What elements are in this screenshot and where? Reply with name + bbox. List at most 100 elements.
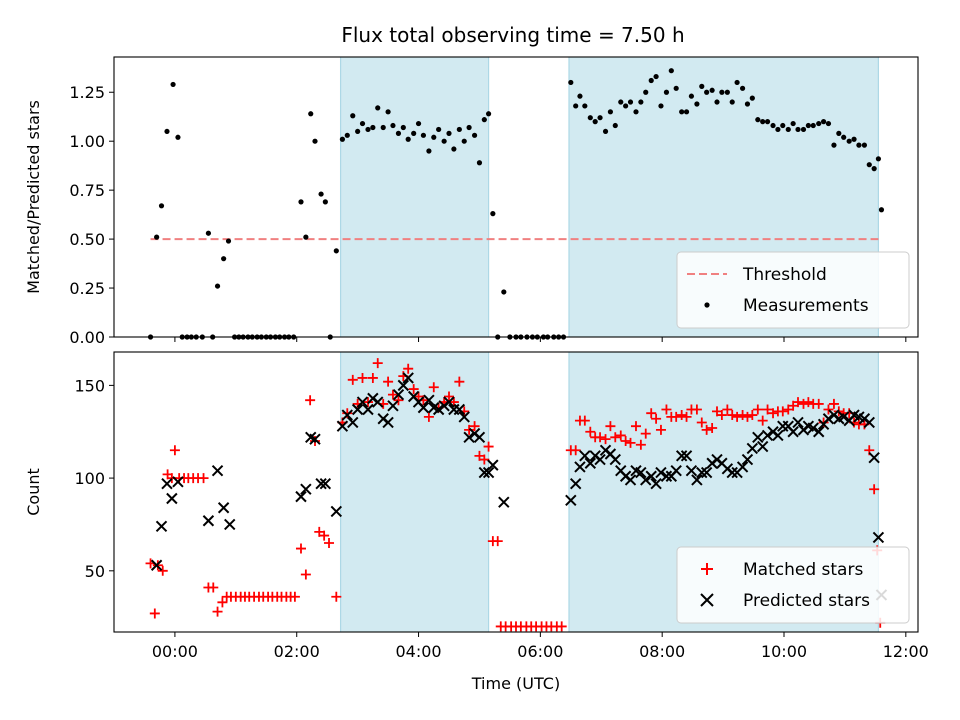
measurement-point [775, 126, 781, 133]
x-tick-label: 04:00 [395, 642, 441, 661]
measurement-point [597, 115, 603, 121]
matched-star-point [198, 473, 209, 484]
y-axis-label: Matched/Predicted stars [24, 100, 43, 294]
measurement-point [679, 109, 685, 115]
measurement-point [800, 126, 807, 133]
measurement-point [481, 117, 487, 123]
measurement-point [755, 117, 761, 123]
matched-star-point [813, 398, 824, 409]
predicted-star-point [726, 466, 738, 479]
matched-star-point [869, 484, 880, 495]
predicted-star-point [315, 477, 327, 490]
predicted-star-point [217, 502, 230, 514]
matched-star-point [208, 582, 219, 593]
measurement-point [602, 128, 609, 135]
matched-star-point [696, 417, 707, 428]
measurement-point [841, 134, 847, 140]
measurement-point [760, 119, 766, 125]
predicted-star-point [402, 372, 414, 384]
predicted-star-point [387, 400, 399, 412]
matched-star-point [737, 410, 748, 421]
measurement-point [426, 148, 432, 154]
measurement-point [871, 166, 877, 172]
matched-star-point [727, 410, 738, 421]
predicted-star-point [655, 466, 667, 479]
matched-star-point [331, 591, 342, 602]
measurement-point [770, 122, 776, 129]
predicted-star-point [423, 394, 435, 406]
legend-label: Threshold [742, 265, 827, 285]
x-tick-label: 00:00 [152, 642, 198, 661]
predicted-star-point [675, 450, 688, 462]
predicted-star-point [685, 464, 698, 477]
measurement-point [875, 156, 882, 162]
measurement-point [175, 134, 181, 140]
measurement-point [365, 126, 371, 133]
matched-star-point [305, 395, 316, 406]
predicted-star-point [574, 461, 586, 473]
matched-star-point [212, 606, 223, 617]
matched-star-point [803, 397, 814, 408]
measurement-point [164, 128, 170, 135]
y-tick-label: 0.75 [69, 181, 105, 200]
predicted-star-point [650, 477, 662, 490]
measurement-point [688, 93, 695, 99]
predicted-star-point [397, 379, 410, 392]
measurement-point [714, 99, 720, 105]
y-tick-label: 1.25 [69, 83, 105, 102]
x-axis-label: Time (UTC) [471, 674, 560, 693]
y-axis-label: Count [24, 468, 43, 516]
predicted-star-point [362, 403, 374, 416]
measurement-point [466, 124, 472, 131]
measurement-point [436, 126, 442, 133]
measurement-point [780, 122, 786, 129]
matched-star-point [169, 445, 180, 456]
matched-star-point [828, 398, 839, 409]
predicted-star-point [356, 396, 369, 408]
measurement-point [471, 132, 478, 138]
predicted-star-point [309, 433, 321, 445]
predicted-star-point [752, 431, 764, 444]
measurement-point [456, 126, 462, 133]
predicted-star-point [696, 466, 708, 479]
measurement-point [170, 81, 176, 88]
predicted-star-point [372, 396, 384, 408]
predicted-star-point [417, 401, 430, 414]
y-tick-label: 1.00 [69, 132, 105, 151]
matched-star-point [579, 415, 590, 426]
x-tick-label: 06:00 [517, 642, 563, 661]
matched-star-point [367, 372, 378, 383]
measurement-point [370, 124, 376, 131]
legend-label: Measurements [743, 296, 869, 316]
measurement-point [851, 136, 857, 142]
matched-star-point [640, 428, 651, 439]
measurement-point [878, 207, 885, 213]
measurement-point [451, 146, 457, 152]
matched-star-point [630, 421, 641, 432]
measurement-point [359, 120, 366, 127]
measurement-point [856, 142, 862, 148]
matched-star-point [383, 376, 394, 387]
predicted-star-point [336, 420, 349, 432]
predicted-star-point [741, 453, 754, 466]
measurement-point [214, 283, 221, 289]
matched-star-point [289, 591, 300, 602]
measurement-point [476, 160, 483, 166]
measurement-point [739, 85, 746, 91]
measurement-point [400, 124, 406, 131]
measurement-point [785, 126, 791, 133]
predicted-star-point [837, 411, 850, 423]
predicted-star-point [792, 416, 804, 429]
matched-star-point [768, 408, 779, 419]
matched-star-point [444, 391, 454, 402]
matched-star-point [357, 372, 368, 383]
measurement-point [668, 68, 674, 74]
matched-star-point [570, 445, 581, 456]
predicted-star-point [624, 474, 637, 486]
matched-star-point [492, 536, 503, 547]
matched-star-point [671, 411, 682, 422]
matched-star-point [454, 376, 465, 387]
measurement-point [461, 138, 467, 144]
predicted-star-point [569, 477, 582, 490]
predicted-star-point [579, 450, 591, 462]
